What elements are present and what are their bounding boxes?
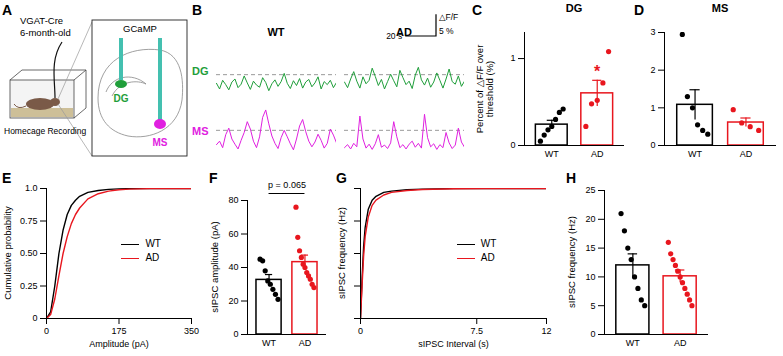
- html-text:Cumulative probability: Cumulative probability: [1, 206, 13, 300]
- svg-text:40: 40: [228, 262, 238, 272]
- svg-text:15: 15: [585, 243, 595, 253]
- svg-text:25: 25: [585, 185, 595, 195]
- html-text:sIPSC amplitude (pA): sIPSC amplitude (pA): [208, 221, 220, 313]
- svg-text:Homecage Recording: Homecage Recording: [4, 126, 86, 136]
- svg-text:*: *: [594, 63, 601, 80]
- svg-text:0: 0: [650, 140, 655, 150]
- html-text:H: H: [566, 170, 577, 186]
- html-text:B: B: [192, 2, 203, 18]
- html-text:D: D: [634, 2, 645, 18]
- svg-text:AD: AD: [299, 338, 312, 348]
- svg-text:20: 20: [585, 214, 595, 224]
- svg-text:1.0: 1.0: [25, 183, 38, 193]
- html-text:AD: AD: [396, 26, 412, 38]
- svg-text:WT: WT: [262, 338, 276, 348]
- svg-text:20: 20: [228, 296, 238, 306]
- html-text:DG: DG: [565, 2, 583, 14]
- html-text:Percent of △F/F over threshold: Percent of △F/F over threshold (%): [472, 44, 494, 133]
- html-text:C: C: [472, 2, 483, 18]
- html-text:WT: WT: [267, 26, 285, 38]
- html-text:A: A: [2, 2, 13, 18]
- svg-text:WT: WT: [688, 149, 702, 159]
- html-text:AD: AD: [480, 252, 495, 264]
- svg-text:3: 3: [650, 27, 655, 37]
- html-text:AD: AD: [145, 252, 160, 264]
- html-text:sIPSC frequency (Hz): sIPSC frequency (Hz): [565, 216, 577, 308]
- svg-text:1: 1: [650, 103, 655, 113]
- svg-text:5 %: 5 %: [439, 26, 454, 36]
- svg-text:GCaMP: GCaMP: [123, 23, 157, 34]
- svg-text:80: 80: [228, 195, 238, 205]
- svg-text:△F/F: △F/F: [439, 12, 458, 22]
- svg-text:5: 5: [590, 301, 595, 311]
- svg-text:MS: MS: [153, 137, 168, 148]
- svg-text:VGAT-Cre: VGAT-Cre: [20, 15, 63, 26]
- svg-text:Amplitude (pA): Amplitude (pA): [89, 339, 149, 349]
- svg-text:DG: DG: [114, 93, 129, 104]
- html-text:G: G: [336, 170, 347, 186]
- svg-text:0: 0: [32, 313, 37, 323]
- svg-text:0: 0: [233, 329, 238, 339]
- svg-text:0: 0: [44, 326, 49, 336]
- svg-text:2: 2: [650, 65, 655, 75]
- svg-text:20 s: 20 s: [386, 31, 402, 41]
- svg-text:WT: WT: [626, 338, 640, 348]
- svg-text:0: 0: [590, 329, 595, 339]
- svg-text:0.50: 0.50: [20, 248, 38, 258]
- html-text:WT: WT: [145, 238, 161, 250]
- svg-text:350: 350: [184, 326, 199, 336]
- svg-text:AD: AD: [740, 149, 753, 159]
- html-text:MS: MS: [192, 125, 209, 137]
- svg-text:175: 175: [111, 326, 126, 336]
- svg-text:0.25: 0.25: [20, 281, 38, 291]
- svg-text:60: 60: [228, 229, 238, 239]
- svg-text:0: 0: [510, 140, 515, 150]
- html-text:sIPSC frequency (Hz): sIPSC frequency (Hz): [335, 207, 347, 299]
- html-text:E: E: [2, 170, 12, 186]
- svg-text:AD: AD: [591, 149, 604, 159]
- svg-text:WT: WT: [545, 149, 559, 159]
- svg-text:0.75: 0.75: [20, 216, 38, 226]
- svg-text:p = 0.065: p = 0.065: [268, 180, 306, 190]
- svg-text:6-month-old: 6-month-old: [20, 27, 71, 38]
- html-text:DG: DG: [192, 65, 209, 77]
- svg-text:10: 10: [585, 272, 595, 282]
- svg-text:7.5: 7.5: [470, 326, 483, 336]
- html-text:WT: WT: [480, 238, 497, 250]
- svg-text:12: 12: [541, 326, 551, 336]
- svg-text:sIPSC Interval (s): sIPSC Interval (s): [418, 339, 489, 349]
- html-text:F: F: [209, 170, 218, 186]
- svg-text:1: 1: [510, 53, 515, 63]
- svg-text:0: 0: [358, 326, 363, 336]
- svg-text:AD: AD: [674, 338, 687, 348]
- html-text:MS: MS: [711, 2, 729, 14]
